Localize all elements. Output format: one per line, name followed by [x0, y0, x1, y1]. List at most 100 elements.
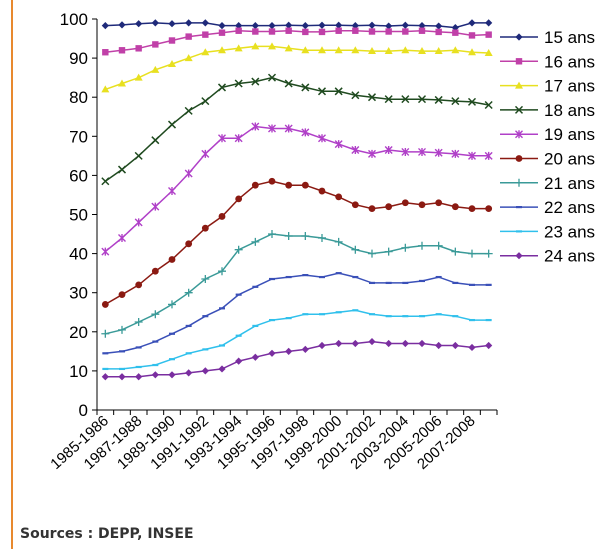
data-point — [401, 339, 409, 348]
data-point — [468, 151, 476, 160]
data-point — [335, 339, 343, 348]
line-chart: 01020304050607080901001985-19861987-1988… — [47, 10, 595, 473]
data-point — [318, 187, 326, 195]
legend-marker — [515, 155, 523, 162]
data-point — [201, 19, 209, 27]
data-point — [134, 318, 143, 327]
data-point — [368, 28, 376, 35]
data-point — [301, 128, 310, 137]
legend-label: 23 ans — [544, 222, 595, 241]
series-18-ans — [101, 73, 493, 186]
data-point — [434, 241, 443, 250]
data-point — [268, 28, 276, 35]
data-point — [418, 27, 426, 34]
legend-entry: 19 ans — [500, 125, 595, 144]
data-point — [468, 19, 476, 27]
legend-label: 21 ans — [544, 174, 595, 193]
data-point — [235, 357, 243, 365]
legend-entry: 16 ans — [500, 52, 595, 71]
legend-label: 15 ans — [544, 28, 595, 47]
data-point — [401, 95, 410, 104]
data-point — [151, 202, 160, 211]
legend-label: 17 ans — [544, 77, 595, 96]
data-point — [434, 95, 443, 104]
data-point — [384, 145, 393, 154]
data-point — [135, 281, 143, 289]
data-point — [284, 124, 293, 133]
series-22-ans — [102, 272, 492, 355]
data-point — [334, 46, 343, 54]
data-point — [201, 48, 210, 56]
data-point — [351, 339, 359, 348]
data-point — [401, 46, 410, 54]
data-point — [251, 181, 259, 189]
data-point — [218, 134, 226, 143]
data-point — [185, 369, 193, 377]
data-point — [268, 349, 276, 357]
y-tick-label: 30 — [69, 284, 88, 303]
y-tick-label: 100 — [60, 10, 88, 29]
legend-entry: 23 ans — [500, 222, 595, 241]
legend-label: 16 ans — [544, 52, 595, 71]
data-point — [218, 213, 226, 220]
data-point — [234, 44, 243, 52]
data-point — [151, 310, 160, 319]
data-point — [118, 47, 126, 54]
data-point — [118, 21, 126, 29]
data-point — [167, 120, 177, 129]
data-point — [468, 343, 476, 352]
data-point — [301, 22, 309, 30]
data-point — [484, 249, 493, 258]
legend-marker — [515, 178, 523, 187]
data-point — [285, 347, 293, 355]
data-point — [451, 247, 460, 256]
legend-label: 18 ans — [544, 101, 595, 120]
data-point — [168, 300, 176, 309]
data-point — [285, 181, 293, 189]
data-point — [368, 205, 376, 213]
legend-marker — [515, 252, 523, 260]
data-point — [151, 65, 160, 73]
data-point — [451, 24, 459, 32]
legend-marker — [515, 33, 523, 41]
data-point — [218, 29, 226, 36]
data-point — [185, 240, 193, 248]
data-point — [135, 373, 143, 381]
data-point — [234, 134, 243, 143]
data-point — [217, 83, 227, 92]
legend-marker — [515, 58, 523, 65]
series-line — [105, 45, 489, 91]
data-point — [485, 341, 493, 350]
data-point — [168, 59, 176, 67]
data-point — [168, 187, 176, 196]
data-point — [435, 22, 443, 30]
data-point — [118, 79, 126, 87]
data-point — [118, 373, 126, 381]
data-point — [218, 22, 226, 30]
data-point — [451, 46, 460, 54]
data-point — [335, 27, 342, 34]
data-point — [401, 21, 409, 29]
data-point — [368, 249, 376, 258]
data-point — [418, 22, 426, 30]
series-line — [105, 272, 489, 355]
data-point — [201, 275, 210, 284]
data-point — [418, 147, 426, 156]
data-point — [218, 267, 226, 276]
data-point — [251, 42, 260, 50]
legend-label: 19 ans — [544, 125, 595, 144]
y-tick-label: 80 — [69, 88, 88, 107]
series-21-ans — [101, 230, 493, 338]
data-point — [234, 245, 243, 254]
data-point — [318, 21, 326, 29]
data-point — [251, 237, 260, 246]
data-point — [402, 28, 409, 35]
data-point — [168, 371, 176, 379]
data-point — [434, 148, 443, 157]
data-point — [101, 177, 110, 186]
data-point — [118, 233, 126, 242]
data-point — [284, 79, 293, 88]
data-point — [417, 95, 427, 104]
data-point — [401, 243, 410, 252]
series-group — [101, 19, 493, 381]
